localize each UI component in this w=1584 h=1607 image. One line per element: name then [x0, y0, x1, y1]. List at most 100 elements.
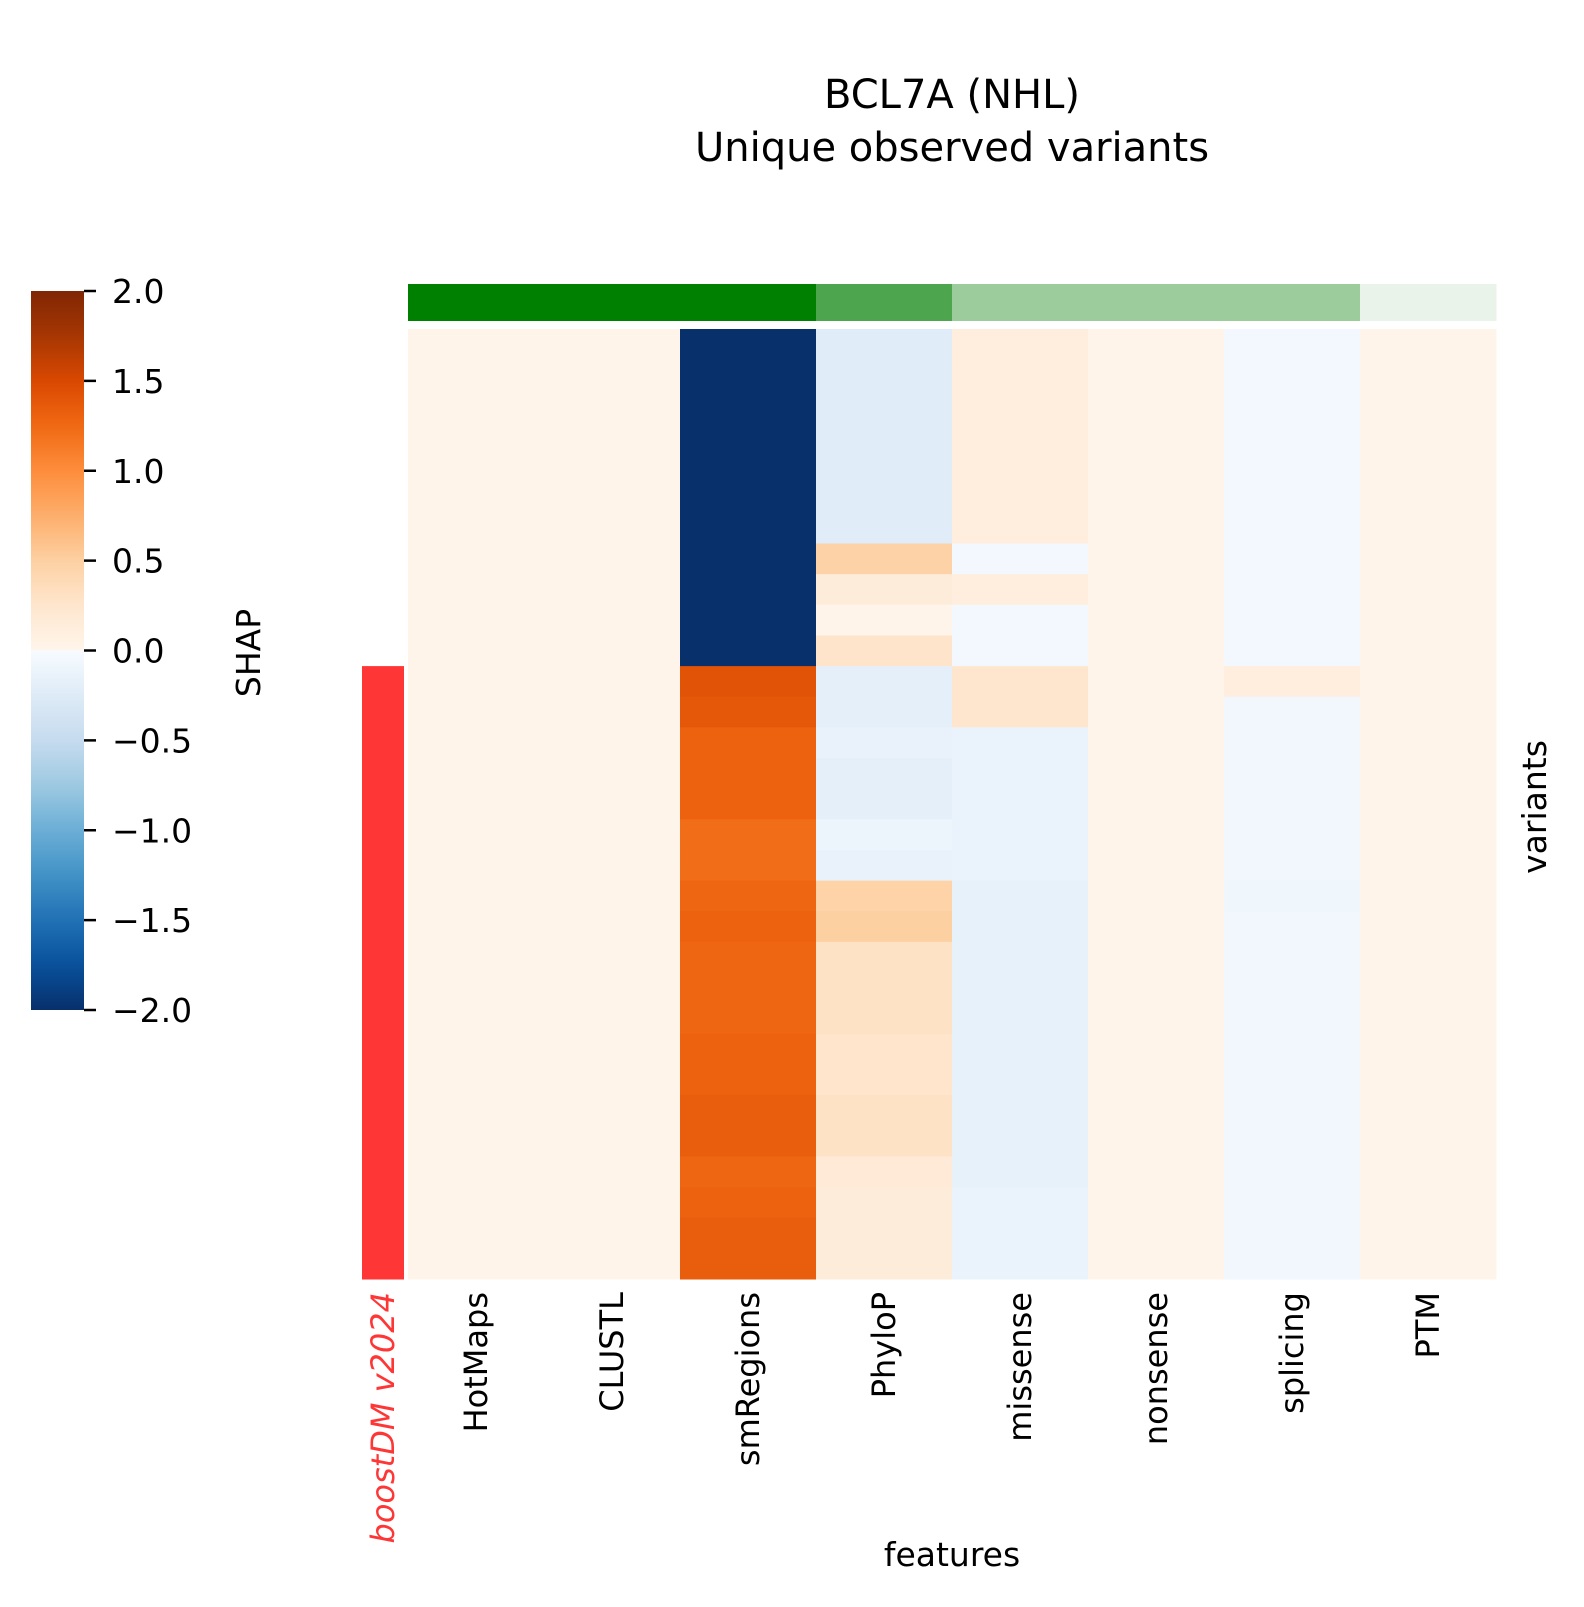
heatmap-cell [952, 512, 1089, 545]
heatmap-cell [952, 451, 1089, 483]
row-annotation-driver [362, 758, 404, 790]
heatmap-cell [1360, 941, 1497, 974]
row-annotation-driver [362, 1217, 404, 1249]
heatmap-cell [408, 574, 545, 606]
heatmap-cell [1360, 911, 1497, 943]
heatmap-cell [544, 941, 681, 974]
heatmap-cell [1088, 849, 1225, 882]
heatmap-cell [1360, 1064, 1497, 1096]
heatmap-cell [816, 1095, 953, 1127]
heatmap-cell [1224, 390, 1361, 422]
heatmap-cell [1088, 1156, 1225, 1188]
heatmap-cell [816, 880, 953, 912]
heatmap-cell [1224, 1095, 1361, 1127]
heatmap-cell [816, 727, 953, 759]
row-annotation-bar [362, 666, 404, 1280]
column-annotation-splicing [1224, 284, 1361, 321]
heatmap-cell [1360, 1095, 1497, 1127]
heatmap-cell [680, 696, 817, 728]
heatmap-cell [544, 666, 681, 698]
heatmap-cell [816, 1033, 953, 1065]
heatmap-cell [1224, 635, 1361, 667]
heatmap-cell [1088, 1003, 1225, 1035]
heatmap-cell [816, 788, 953, 820]
heatmap-cell [1088, 972, 1225, 1004]
heatmap-cell [1088, 329, 1225, 361]
heatmap-cell [680, 911, 817, 943]
heatmap-cell [680, 727, 817, 759]
heatmap-cell [1088, 482, 1225, 514]
heatmap-cell [952, 1033, 1089, 1065]
heatmap-cell [1088, 727, 1225, 759]
heatmap-cell [816, 390, 953, 422]
heatmap-cell [680, 1125, 817, 1157]
heatmap-cell [816, 666, 953, 698]
heatmap-cell [952, 972, 1089, 1004]
heatmap-cell [1224, 972, 1361, 1004]
heatmap-cell [952, 1003, 1089, 1035]
heatmap-cell [544, 1003, 681, 1035]
heatmap-cell [1360, 819, 1497, 851]
column-annotation-HotMaps [408, 284, 545, 321]
heatmap-cell [680, 788, 817, 820]
heatmap-cell [408, 604, 545, 636]
heatmap-cell [1088, 1064, 1225, 1096]
heatmap-cell [1224, 1003, 1361, 1035]
heatmap-cell [680, 420, 817, 453]
heatmap-cells [408, 329, 1497, 1280]
heatmap-cell [816, 574, 953, 606]
heatmap-cell [408, 482, 545, 514]
heatmap-cell [1088, 420, 1225, 453]
heatmap-cell [1224, 1033, 1361, 1065]
row-annotation-driver [362, 788, 404, 820]
colorbar-tick-label: 0.5 [112, 542, 164, 581]
heatmap-cell [952, 758, 1089, 790]
heatmap-cell [1088, 696, 1225, 728]
heatmap-cell [952, 329, 1089, 361]
heatmap-cell [1224, 1248, 1361, 1280]
heatmap-cell [1088, 666, 1225, 698]
heatmap-cell [952, 666, 1089, 698]
heatmap-cell [816, 972, 953, 1004]
row-annotation-label: boostDM v2024 [364, 1292, 402, 1543]
heatmap-cell [680, 451, 817, 483]
x-tick-label: missense [1001, 1292, 1039, 1442]
row-annotation-driver [362, 1064, 404, 1096]
heatmap-cell [952, 1187, 1089, 1219]
column-annotation-smRegions [680, 284, 817, 321]
heatmap-cell [544, 819, 681, 851]
heatmap-cell [816, 1156, 953, 1188]
chart-title-line-2: Unique observed variants [695, 125, 1209, 171]
heatmap-cell [408, 390, 545, 422]
heatmap-cell [816, 451, 953, 483]
heatmap-cell [1360, 329, 1497, 361]
heatmap-cell [680, 1033, 817, 1065]
row-annotation-driver [362, 941, 404, 974]
heatmap-cell [952, 359, 1089, 391]
heatmap-cell [544, 727, 681, 759]
x-tick-label: PhyloP [865, 1292, 903, 1398]
row-annotation-driver [362, 1187, 404, 1219]
heatmap-cell [680, 849, 817, 882]
colorbar-ticks: 2.0 1.5 1.0 0.5 0.0 −0.5 −1.0 −1.5 −2.0 [84, 272, 192, 1030]
colorbar-tick-label: −1.0 [112, 811, 192, 850]
x-tick-labels: HotMaps CLUSTL smRegions PhyloP missense nons… [457, 1292, 1447, 1466]
heatmap-cell [816, 911, 953, 943]
heatmap-cell [408, 1003, 545, 1035]
heatmap-cell [1224, 880, 1361, 912]
x-tick-label: splicing [1273, 1292, 1311, 1414]
heatmap-cell [1088, 1217, 1225, 1249]
heatmap-cell [544, 390, 681, 422]
heatmap-cell [680, 941, 817, 974]
heatmap-cell [1224, 941, 1361, 974]
heatmap-cell [816, 512, 953, 545]
heatmap-cell [680, 666, 817, 698]
heatmap-cell [408, 329, 545, 361]
x-axis-label: features [884, 1535, 1020, 1574]
heatmap-cell [544, 482, 681, 514]
heatmap-cell [1088, 941, 1225, 974]
row-annotation-driver [362, 666, 404, 698]
heatmap-cell [952, 390, 1089, 422]
colorbar-tick-label: 1.0 [112, 452, 164, 491]
